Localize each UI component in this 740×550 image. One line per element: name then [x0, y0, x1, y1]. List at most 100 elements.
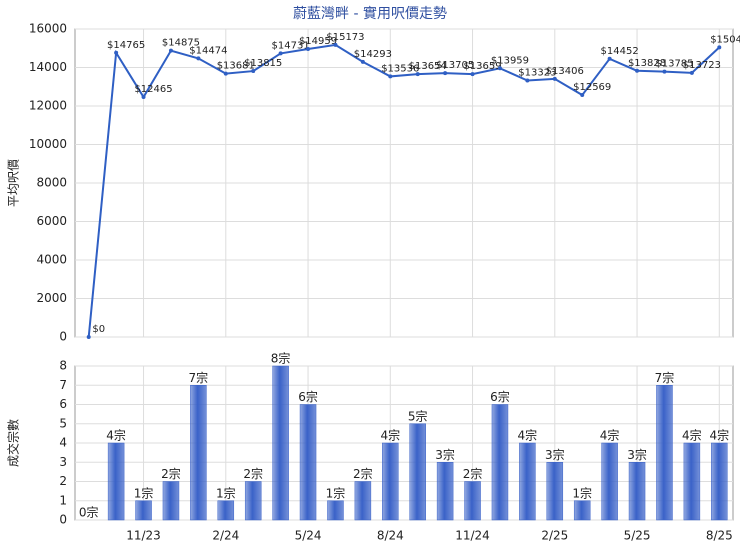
y-tick-label: 2000 [36, 291, 67, 305]
point [251, 69, 256, 74]
data-label: $13785 [655, 59, 693, 70]
data-label: $15173 [326, 32, 364, 43]
data-label: $13406 [546, 66, 584, 77]
point [196, 56, 201, 61]
data-label: $12465 [134, 84, 172, 95]
point [580, 93, 585, 98]
data-label: 4宗 [518, 428, 538, 443]
point [717, 45, 722, 50]
data-label: $13654 [409, 61, 447, 72]
data-label: 1宗 [134, 485, 154, 500]
bar [573, 500, 591, 521]
data-label: 6宗 [298, 389, 318, 404]
bar [354, 481, 372, 521]
point [552, 76, 557, 81]
x-tick-label: 11/24 [455, 529, 490, 543]
x-tick-label: 5/25 [624, 529, 651, 543]
point [525, 78, 530, 83]
line [87, 43, 720, 338]
bar [628, 462, 646, 521]
data-label: 4宗 [600, 428, 620, 443]
data-label: 7宗 [189, 370, 209, 385]
x-tick-label: 2/24 [212, 529, 239, 543]
bar [299, 404, 317, 521]
point [360, 59, 365, 64]
x-tick-label: 5/24 [295, 529, 322, 543]
point [388, 74, 393, 79]
data-label: 3宗 [545, 447, 565, 462]
point [223, 71, 228, 76]
data-label: $14765 [107, 40, 145, 51]
data-label: $13681 [217, 61, 255, 72]
data-label: 1宗 [216, 485, 236, 500]
bar [711, 442, 728, 521]
y-tick-label: 6 [59, 397, 67, 411]
point [415, 72, 420, 77]
data-label: 3宗 [627, 447, 647, 462]
bar [409, 423, 426, 521]
point [86, 335, 91, 339]
bar [519, 442, 536, 521]
x-tick-label: 2/25 [541, 529, 568, 543]
bar [135, 500, 152, 521]
point [333, 42, 338, 47]
bar [464, 481, 481, 521]
data-label: $13659 [463, 61, 501, 72]
point [168, 48, 173, 53]
data-label: 5宗 [408, 408, 428, 423]
data-label: 4宗 [682, 428, 702, 443]
data-label: 2宗 [161, 466, 181, 481]
y-tick-label: 16000 [29, 22, 67, 36]
bar [327, 500, 344, 521]
y-tick-label: 14000 [29, 60, 67, 74]
data-label: $14293 [354, 49, 392, 60]
y-tick-label: 6000 [36, 214, 67, 228]
data-label: $13536 [381, 63, 419, 74]
y-tick-label: 4 [59, 436, 67, 450]
bar [436, 462, 454, 521]
y-tick-label: 5 [59, 416, 67, 430]
data-label: 2宗 [353, 466, 373, 481]
data-label: $14959 [299, 36, 337, 47]
data-label: 4宗 [106, 428, 126, 443]
y-tick-label: 3 [59, 455, 67, 469]
point [689, 70, 694, 75]
data-label: $15047 [710, 34, 740, 45]
point [141, 95, 146, 100]
data-label: $0 [92, 324, 105, 335]
y-tick-label: 4000 [36, 253, 67, 267]
data-label: 8宗 [271, 351, 291, 366]
bar [656, 385, 673, 521]
point [306, 47, 311, 52]
y-axis-label: 成交宗數 [6, 419, 21, 467]
point [278, 51, 283, 56]
data-label: 1宗 [326, 485, 346, 500]
bar [217, 500, 235, 521]
bar [382, 442, 399, 521]
y-tick-label: 12000 [29, 99, 67, 113]
chart-title: 蔚藍灣畔 - 實用呎價走勢 [293, 5, 447, 22]
data-label: 2宗 [243, 466, 263, 481]
data-label: 2宗 [463, 466, 483, 481]
y-tick-label: 7 [59, 378, 67, 392]
data-label: 3宗 [435, 447, 455, 462]
bar [190, 385, 207, 521]
y-tick-label: 8000 [36, 176, 67, 190]
bar [546, 462, 564, 521]
data-label: 0宗 [79, 505, 99, 520]
bar [272, 365, 289, 521]
bar [107, 442, 125, 521]
data-label: 6宗 [490, 389, 510, 404]
y-tick-label: 8 [59, 359, 67, 373]
point [635, 68, 640, 73]
y-tick-label: 1 [59, 493, 67, 507]
y-axis-label: 平均呎價 [7, 159, 21, 207]
bar [491, 404, 509, 521]
y-tick-label: 0 [59, 330, 67, 344]
bar [244, 481, 262, 521]
data-label: 7宗 [655, 370, 675, 385]
bar [162, 481, 180, 521]
data-label: $14474 [189, 45, 227, 56]
point [443, 71, 448, 76]
